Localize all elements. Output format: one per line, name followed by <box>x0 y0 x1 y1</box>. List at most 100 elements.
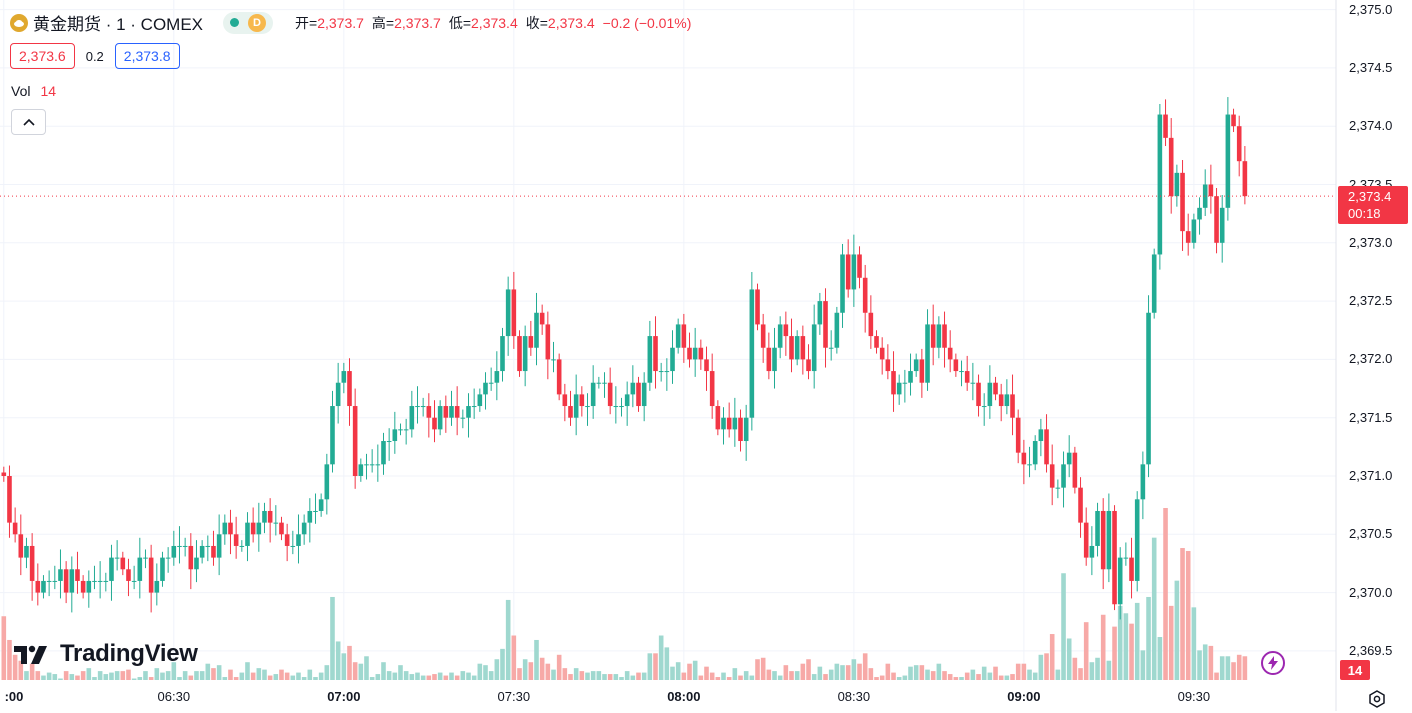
volume-bar <box>1061 573 1066 680</box>
candle-body <box>800 336 806 360</box>
candle-body <box>1083 522 1089 558</box>
candle-body <box>840 254 845 313</box>
candle-body <box>970 382 976 384</box>
volume-bar <box>216 665 222 680</box>
delayed-data-badge: D <box>248 13 267 32</box>
candle-body <box>692 347 698 360</box>
bid-ask-quote: 2,373.6 0.2 2,373.8 <box>10 43 180 69</box>
volume-bar <box>381 662 386 680</box>
volume-bar <box>454 675 460 680</box>
candle-body <box>324 464 330 500</box>
collapse-legend-button[interactable] <box>11 109 46 135</box>
settings-button[interactable] <box>1368 690 1386 713</box>
change-value: −0.2 (−0.01%) <box>602 14 692 31</box>
candle-body <box>681 324 687 348</box>
candle-body <box>347 371 352 407</box>
candle-body <box>466 406 471 418</box>
volume-bar <box>488 671 494 680</box>
candle-body <box>148 557 154 593</box>
candle-body <box>823 301 828 348</box>
time-tick-label: :00 <box>4 689 24 704</box>
gold-coin-icon <box>10 13 28 32</box>
volume-bar <box>993 666 998 680</box>
volume-bar <box>1004 675 1010 680</box>
candle-body <box>568 406 573 418</box>
symbol-title[interactable]: 黄金期货 · 1 · COMEX <box>33 15 204 34</box>
volume-bar <box>1185 551 1191 680</box>
volume-bar <box>862 653 868 680</box>
volume-bar <box>511 635 517 680</box>
candle-body <box>658 371 664 373</box>
volume-bar <box>245 662 250 680</box>
candle-body <box>698 347 704 360</box>
brand-text: TradingView <box>60 640 198 667</box>
candle-body <box>103 580 109 582</box>
volume-bar <box>267 675 273 680</box>
candle-body <box>188 545 194 570</box>
bar-countdown: 00:18 <box>1348 206 1381 221</box>
volume-bar <box>868 668 874 680</box>
volume-bar <box>630 675 636 680</box>
volume-bar <box>109 672 114 680</box>
candle-body <box>1004 394 1010 407</box>
candle-body <box>562 394 568 407</box>
volume-bar <box>52 674 58 680</box>
candle-body <box>437 406 443 430</box>
volume-bar <box>607 674 613 680</box>
volume-bar <box>194 671 199 680</box>
candle-body <box>454 406 460 418</box>
lightning-button[interactable] <box>1261 651 1285 675</box>
candle-body <box>403 429 409 431</box>
volume-bar <box>369 677 375 680</box>
candle-body <box>330 406 335 465</box>
market-status-pill[interactable]: D <box>223 11 274 34</box>
volume-bar <box>415 672 420 680</box>
candle-body <box>794 336 800 360</box>
candle-body <box>279 522 284 535</box>
buy-price-button[interactable]: 2,373.8 <box>114 43 180 69</box>
candle-body <box>273 522 279 524</box>
chart-grid <box>0 0 1336 680</box>
candle-body <box>86 580 92 593</box>
candle-body <box>1123 557 1129 559</box>
candle-body <box>211 545 216 558</box>
volume-bar <box>1112 626 1117 680</box>
volume-bar <box>171 662 177 680</box>
candle-body <box>126 569 131 581</box>
candle-body <box>471 406 477 408</box>
candle-body <box>1180 172 1185 232</box>
volume-bar <box>160 672 165 680</box>
candle-body <box>296 534 301 546</box>
volume-bar <box>505 599 511 680</box>
ohlc-values: 开=2,373.7 高=2,373.7 低=2,373.4 收=2,373.4 −0.2… <box>295 13 691 33</box>
volume-tag: 14 <box>1340 660 1370 680</box>
candle-body <box>250 522 256 535</box>
volume-bar <box>998 675 1004 680</box>
high-label: 高= <box>371 14 395 31</box>
candle-body <box>80 580 86 593</box>
close-label: 收= <box>525 14 548 31</box>
candle-body <box>267 510 273 523</box>
candle-body <box>1066 452 1072 465</box>
volume-bar <box>1055 669 1061 680</box>
volume-bar <box>41 675 46 680</box>
candle-body <box>301 522 307 535</box>
volume-bar <box>1015 663 1021 680</box>
candle-body <box>891 371 896 395</box>
candle-body <box>845 254 851 290</box>
volume-bar <box>925 669 930 680</box>
last-price-label: 2,373.4 <box>1348 189 1392 204</box>
volume-bar <box>137 677 143 680</box>
candle-body <box>477 394 483 407</box>
volume-legend: Vol 14 <box>11 83 56 99</box>
tradingview-logo[interactable]: TradingView <box>12 640 198 668</box>
volume-bar <box>1095 657 1100 680</box>
volume-bar <box>1083 622 1089 680</box>
volume-bar <box>953 677 959 680</box>
candle-body <box>69 569 75 593</box>
candle-body <box>1174 172 1180 197</box>
candle-body <box>228 522 233 535</box>
sell-price-button[interactable]: 2,373.6 <box>10 43 75 69</box>
candle-body <box>460 417 466 419</box>
